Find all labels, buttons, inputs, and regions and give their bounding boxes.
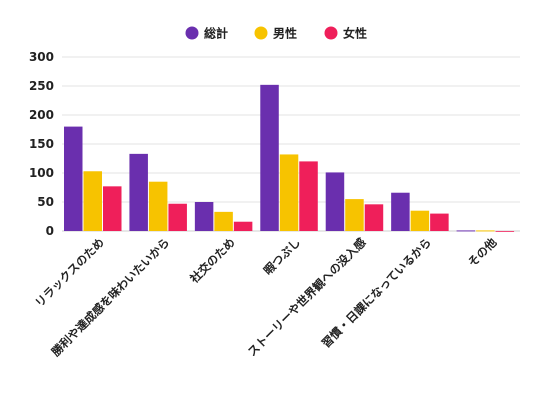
legend-label: 男性 xyxy=(273,26,297,41)
bar-4-2 xyxy=(364,204,384,231)
category-label: 社交のため xyxy=(186,235,237,286)
y-tick-label: 100 xyxy=(29,166,54,180)
legend-marker xyxy=(185,26,199,40)
bar-0-1 xyxy=(83,171,102,231)
bar-0-0 xyxy=(64,126,83,231)
category-label: リラックスのため xyxy=(32,235,107,310)
category-label: ストーリーや世界観への没入感 xyxy=(245,235,369,359)
y-tick-label: 150 xyxy=(29,137,54,151)
bar-6-1 xyxy=(476,230,495,232)
bar-5-2 xyxy=(430,213,449,231)
bar-5-1 xyxy=(410,210,430,231)
category-label: 勝利や達成感を味わいたいから xyxy=(49,235,173,359)
bar-4-1 xyxy=(345,199,364,231)
category-label: 暇つぶし xyxy=(261,235,303,277)
y-tick-label: 250 xyxy=(29,79,54,93)
bar-2-2 xyxy=(233,221,253,231)
bar-3-1 xyxy=(279,154,299,231)
bar-1-2 xyxy=(168,203,187,231)
bar-3-0 xyxy=(260,84,279,231)
legend-label: 総計 xyxy=(204,26,228,41)
y-tick-label: 0 xyxy=(46,224,54,238)
bar-0-2 xyxy=(103,186,122,231)
bar-3-2 xyxy=(299,161,318,231)
legend-marker xyxy=(254,26,268,40)
legend-marker xyxy=(324,26,338,40)
bar-4-0 xyxy=(325,172,345,231)
y-axis: 0 50 100 150 200 250 300 xyxy=(29,50,54,238)
bar-1-0 xyxy=(129,153,148,231)
bar-2-1 xyxy=(214,211,233,231)
category-label: その他 xyxy=(465,235,500,270)
bar-1-1 xyxy=(148,181,168,231)
bar-6-0 xyxy=(456,230,476,232)
bar-2-0 xyxy=(194,202,214,231)
legend-label: 女性 xyxy=(343,26,367,41)
y-tick-label: 300 xyxy=(29,50,54,64)
category-label: 習慣・日課になっているから xyxy=(319,235,434,350)
bars xyxy=(64,84,515,232)
y-tick-label: 50 xyxy=(37,195,54,209)
legend: 総計 男性 女性 xyxy=(185,26,367,41)
y-tick-label: 200 xyxy=(29,108,54,122)
bar-6-2 xyxy=(495,231,515,232)
bar-5-0 xyxy=(391,192,410,231)
